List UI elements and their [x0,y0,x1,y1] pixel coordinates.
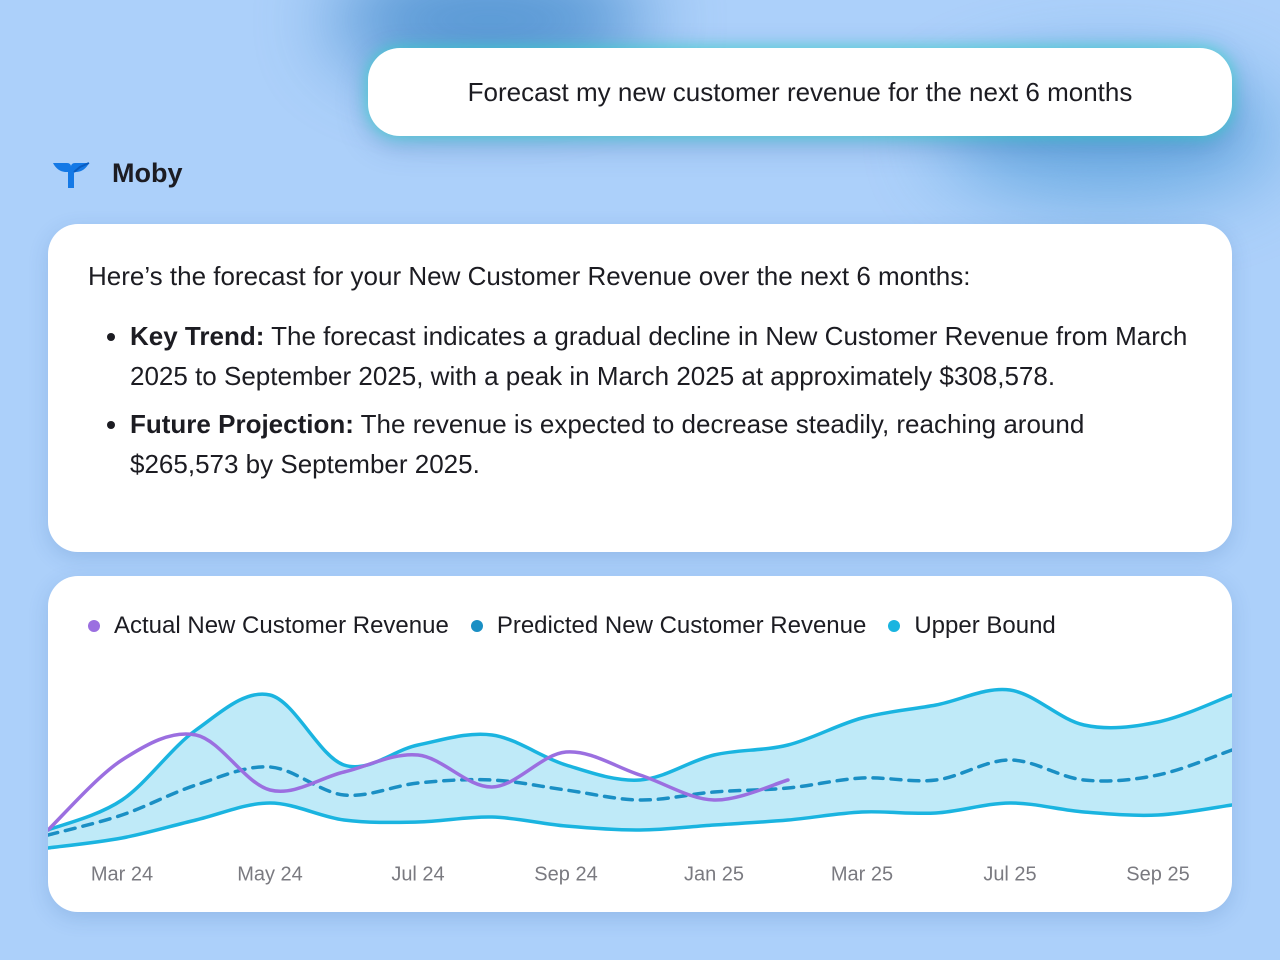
legend-item[interactable]: Predicted New Customer Revenue [470,612,867,640]
response-bullet: Key Trend: The forecast indicates a grad… [130,316,1190,396]
bullet-label: Future Projection: [130,409,354,439]
legend-item[interactable]: Actual New Customer Revenue [88,612,449,640]
bullet-text: The forecast indicates a gradual decline… [130,321,1188,391]
assistant-header: Moby [52,158,183,189]
assistant-name: Moby [112,158,183,188]
response-bullet: Future Projection: The revenue is expect… [130,404,1190,484]
response-intro: Here’s the forecast for your New Custome… [88,261,971,291]
legend: Actual New Customer Revenue Predicted New… [88,612,1056,640]
x-tick-label: Mar 24 [91,863,153,885]
series-line [48,748,1232,837]
confidence-band [48,689,1232,848]
series-line [48,801,1232,850]
legend-label: Upper Bound [914,612,1056,639]
legend-item[interactable]: Upper Bound [888,612,1056,640]
bullet-text: The revenue is expected to decrease stea… [130,409,1085,479]
response-list: Key Trend: The forecast indicates a grad… [88,316,1190,492]
response-card: Here’s the forecast for your New Custome… [48,224,1232,552]
legend-label: Predicted New Customer Revenue [496,612,867,639]
series-line [48,687,1232,832]
legend-dot [88,620,100,632]
chart: Mar 24 May 24 Jul 24 Sep 24 Jan 25 Mar 25 Jul … [48,687,1232,885]
x-tick-label: Jan 25 [684,863,744,885]
x-tick-label: Sep 24 [534,863,597,885]
legend-label: Actual New Customer Revenue [114,612,449,639]
chart-card: Mar 24 May 24 Jul 24 Sep 24 Jan 25 Mar 25 Jul … [48,576,1232,912]
moby-logo [53,161,90,188]
x-tick-label: May 24 [237,863,303,885]
legend-dot [470,620,483,632]
x-tick-label: Mar 25 [831,863,893,885]
bullet-label: Key Trend: [130,321,265,351]
x-tick-label: Jul 24 [391,863,444,885]
x-tick-label: Sep 25 [1126,863,1189,885]
user-message-text: Forecast my new customer revenue for the… [467,76,1133,107]
x-tick-label: Jul 25 [983,863,1036,885]
series-line [48,732,790,832]
user-message: Forecast my new customer revenue for the… [368,48,1232,136]
legend-dot [888,620,901,632]
